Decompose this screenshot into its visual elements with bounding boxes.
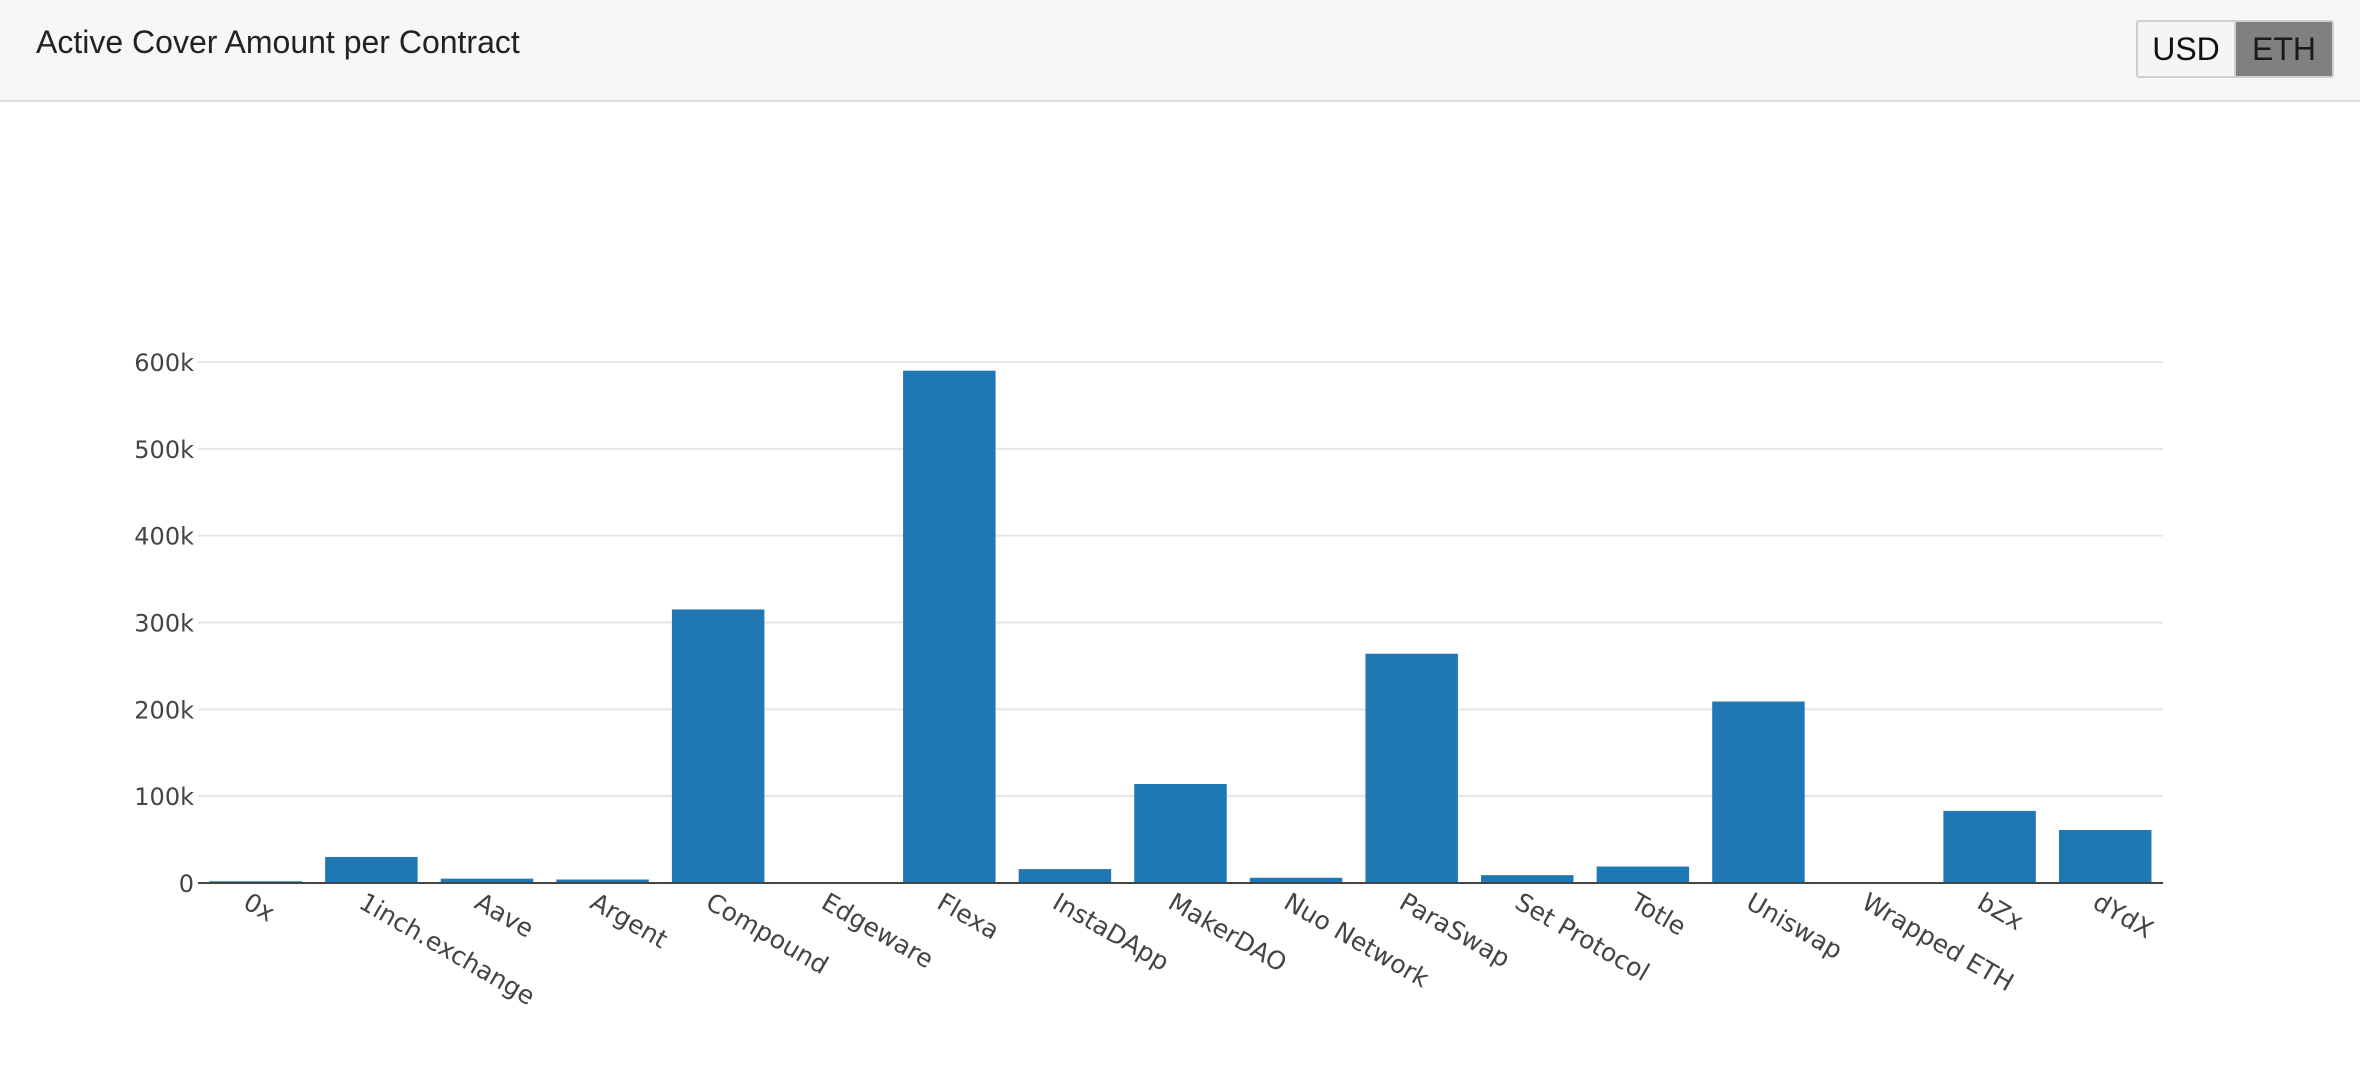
x-tick-label: Aave [470,887,539,943]
x-tick-label: Argent [586,887,673,954]
bars [209,370,2152,883]
page-title: Active Cover Amount per Contract [36,24,520,60]
bar [325,856,418,883]
y-axis-ticks: 0 100k 200k 300k 400k 500k 600k [134,349,194,898]
bar [2058,830,2152,883]
bar [903,370,996,883]
currency-toggle: USD ETH [2136,20,2334,78]
bar [1481,875,1574,883]
grid-lines [198,361,2163,798]
x-tick-label: Uniswap [1741,887,1847,965]
bar [671,609,765,883]
bar [1249,877,1343,883]
x-tick-label: bZx [1973,887,2029,936]
bar [1712,701,1805,883]
bar [1943,810,2036,883]
bar [440,878,534,883]
bar [1018,869,1112,883]
x-tick-label: MakerDAO [1164,887,1292,978]
x-tick-label: Compound [701,887,833,980]
x-tick-label: Edgeware [817,887,939,974]
y-tick-label: 0 [179,870,194,898]
y-tick-label: 200k [134,696,194,724]
y-tick-label: 600k [134,349,194,377]
y-tick-label: 400k [134,523,194,551]
bar [1596,866,1690,883]
bar [556,879,649,883]
y-tick-label: 500k [134,436,194,464]
x-tick-label: 0x [239,887,280,927]
eth-button[interactable]: ETH [2236,22,2332,76]
x-tick-label: Totle [1625,887,1691,942]
x-tick-label: Flexa [932,887,1004,945]
y-tick-label: 100k [134,783,194,811]
x-tick-label: dYdX [2088,887,2158,944]
y-tick-label: 300k [134,610,194,638]
chart-header: Active Cover Amount per Contract USD ETH [0,0,2360,102]
bar [1365,653,1458,883]
usd-button[interactable]: USD [2138,22,2236,76]
x-tick-label: InstaDApp [1048,887,1174,977]
bar [1134,784,1227,883]
